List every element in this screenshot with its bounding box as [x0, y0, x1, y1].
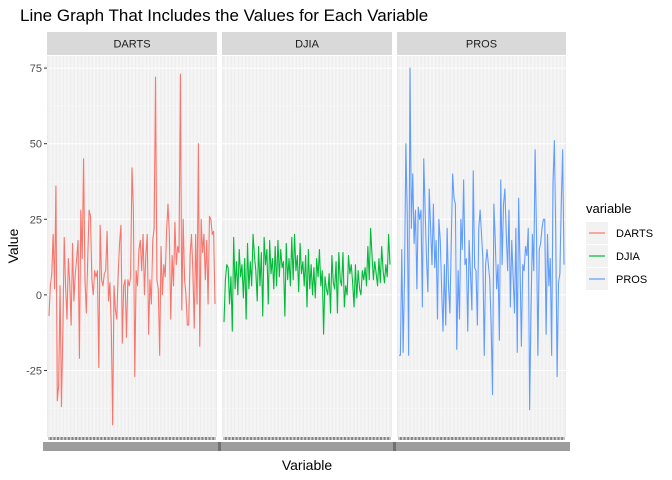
y-tick-label: -25 [26, 365, 42, 377]
facet-strip [47, 32, 217, 55]
chart-title: Line Graph That Includes the Values for … [20, 6, 428, 25]
x-axis-title: Variable [282, 457, 333, 473]
facet-panel-pros: PROS [393, 32, 570, 451]
facet-strip [222, 32, 392, 55]
legend-item-djia: DJIA [586, 245, 641, 267]
facet-panels: DARTS DJIA PROS [43, 32, 570, 451]
legend-title: variable [586, 201, 632, 216]
facet-strip-label: PROS [466, 39, 497, 51]
y-axis-title: Value [5, 228, 21, 263]
legend-item-darts: DARTS [586, 222, 653, 244]
facet-panel-djia: DJIA [218, 32, 396, 451]
x-tick-labels-overlap [393, 442, 570, 451]
x-axis-ticks [43, 437, 221, 451]
series-line-djia [223, 227, 391, 335]
x-axis-ticks [393, 437, 570, 451]
facet-strip-label: DJIA [295, 39, 320, 51]
x-axis-ticks [218, 437, 396, 451]
y-tick-label: 50 [30, 139, 42, 151]
y-tick-label: 25 [30, 214, 42, 226]
y-tick-label: 0 [36, 290, 42, 302]
facet-panel-darts: DARTS [43, 32, 221, 451]
y-axis: -25 0 25 50 75 [26, 63, 47, 377]
legend-label: DJIA [616, 251, 641, 263]
x-tick-labels-overlap [43, 442, 221, 451]
legend-item-pros: PROS [586, 268, 647, 290]
facet-strip-label: DARTS [113, 39, 150, 51]
series-line-pros [399, 67, 565, 411]
facet-strip [397, 32, 566, 55]
legend-label: PROS [616, 274, 647, 286]
legend: variable DARTS DJIA PROS [586, 201, 653, 290]
x-tick-labels-overlap [218, 442, 396, 451]
y-tick-label: 75 [30, 63, 42, 75]
series-line-darts [48, 73, 216, 426]
legend-label: DARTS [616, 228, 653, 240]
